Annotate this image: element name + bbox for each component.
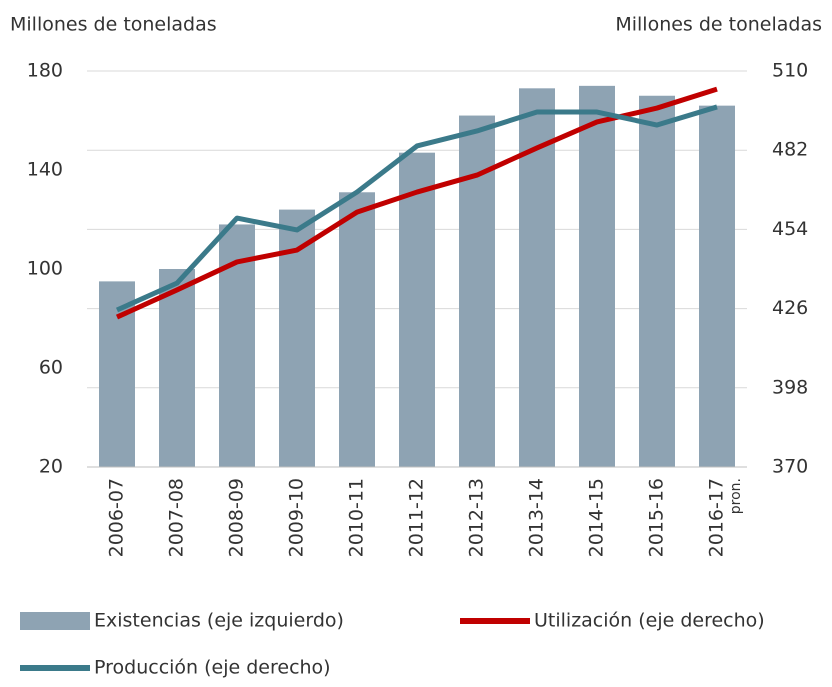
x-tick-label: 2008-09 bbox=[226, 478, 248, 557]
bar bbox=[639, 95, 675, 467]
x-tick-label: 2006-07 bbox=[106, 478, 128, 557]
x-tick-label: 2013-14 bbox=[526, 478, 548, 557]
y2-tick-label: 482 bbox=[772, 139, 808, 161]
bar bbox=[339, 192, 375, 467]
legend-label: Utilización (eje derecho) bbox=[534, 610, 765, 632]
y2-tick-label: 398 bbox=[772, 376, 808, 398]
x-tick-label: 2015-16 bbox=[646, 478, 668, 557]
y-axis-title: Millones de toneladas bbox=[10, 14, 217, 36]
line bbox=[115, 104, 718, 313]
x-tick-label: 2007-08 bbox=[166, 478, 188, 557]
bar bbox=[399, 152, 435, 468]
y2-tick-label: 454 bbox=[772, 218, 808, 240]
x-tick-label: 2010-11 bbox=[346, 478, 368, 557]
legend-label: Existencias (eje izquierdo) bbox=[94, 610, 344, 632]
y-tick-label: 100 bbox=[27, 258, 63, 280]
x-tick-label: 2011-12 bbox=[406, 478, 428, 557]
y2-axis-title: Millones de toneladas bbox=[615, 14, 822, 36]
y-tick-label: 60 bbox=[39, 357, 63, 379]
y2-tick-label: 426 bbox=[772, 297, 808, 319]
y-tick-label: 180 bbox=[27, 60, 63, 82]
legend-label: Producción (eje derecho) bbox=[94, 657, 331, 679]
x-tick-label: 2016-17 bbox=[706, 478, 728, 557]
x-tick-note: pron. bbox=[728, 478, 744, 514]
legend-swatch bbox=[20, 612, 90, 630]
y2-tick-label: 370 bbox=[772, 456, 808, 478]
y2-tick-label: 510 bbox=[772, 60, 808, 82]
x-tick-label: 2009-10 bbox=[286, 478, 308, 557]
y-tick-label: 140 bbox=[27, 159, 63, 181]
x-tick-label: 2014-15 bbox=[586, 478, 608, 557]
bar bbox=[699, 105, 735, 468]
bar bbox=[159, 269, 195, 467]
y-tick-label: 20 bbox=[39, 456, 63, 478]
x-tick-label: 2012-13 bbox=[466, 478, 488, 557]
bar bbox=[579, 85, 615, 467]
